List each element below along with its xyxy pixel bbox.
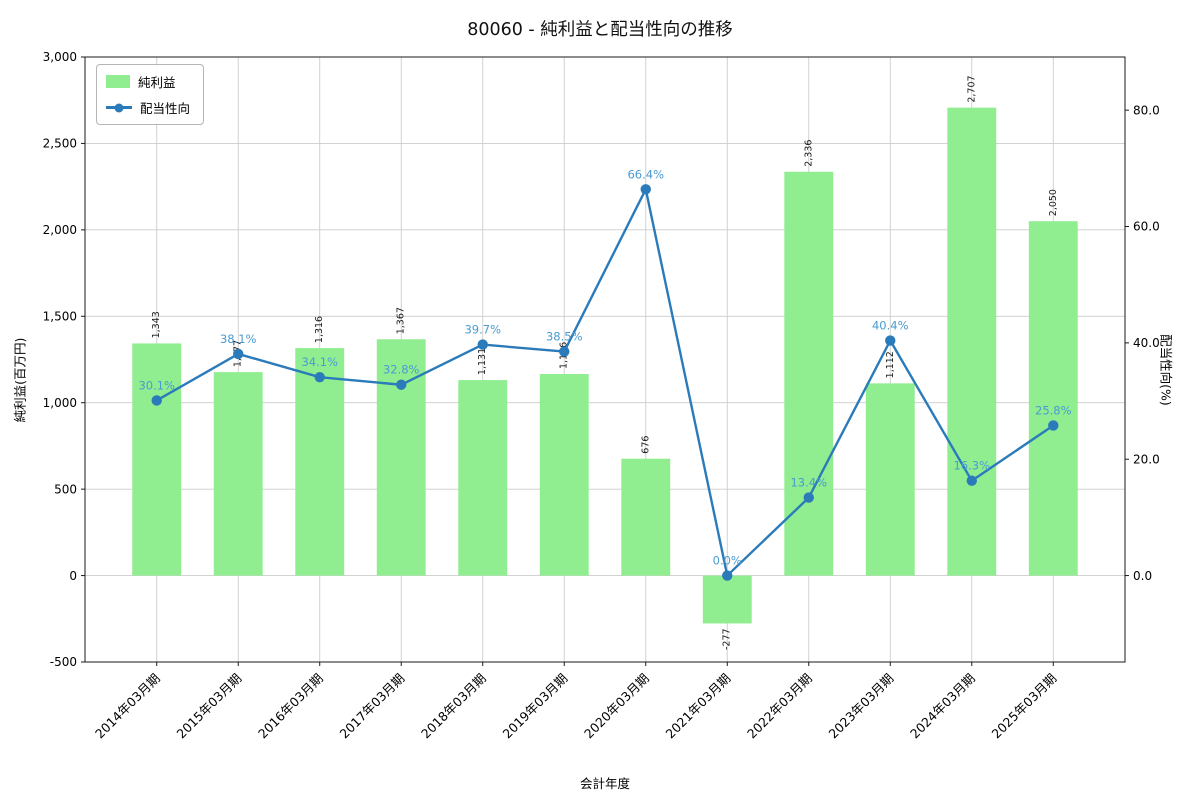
pct-label: 38.5% [546, 330, 583, 344]
x-tick-label: 2025年03月期 [989, 671, 1060, 742]
x-tick-label: 2024年03月期 [907, 671, 978, 742]
bar [539, 374, 589, 576]
legend-label-net-income: 純利益 [138, 75, 176, 90]
pct-label: 40.4% [872, 319, 909, 333]
bar [1028, 221, 1078, 576]
line-marker [396, 379, 407, 390]
bar [295, 348, 345, 576]
line-marker [1048, 420, 1059, 431]
bar [947, 107, 997, 576]
left-tick-label: 1,500 [43, 309, 77, 323]
bar-value-label: 2,336 [803, 140, 814, 167]
bar-value-label: 1,131 [477, 348, 488, 375]
line-marker [885, 335, 896, 346]
x-tick-label: 2014年03月期 [92, 671, 163, 742]
x-tick-label: 2015年03月期 [173, 671, 244, 742]
left-tick-label: 2,000 [43, 223, 77, 237]
bar-value-label: 2,050 [1048, 189, 1059, 216]
line-marker [151, 395, 162, 406]
pct-label: 32.8% [383, 363, 420, 377]
bar-value-label: 1,343 [151, 311, 162, 338]
pct-label: 66.4% [627, 167, 664, 181]
right-tick-label: 80.0 [1133, 103, 1160, 117]
pct-label: 13.4% [790, 476, 827, 490]
x-axis-title: 会計年度 [579, 776, 631, 791]
line-marker [640, 184, 651, 195]
legend-label-payout-ratio: 配当性向 [140, 101, 191, 116]
x-tick-label: 2021年03月期 [663, 671, 734, 742]
bar [621, 458, 671, 576]
line-marker [314, 371, 325, 383]
pct-label: 25.8% [1035, 403, 1072, 417]
legend-line-swatch [106, 103, 132, 112]
right-tick-label: 0.0 [1133, 569, 1152, 583]
bar-value-label: 676 [640, 436, 651, 454]
line-marker [722, 570, 733, 581]
left-tick-label: -500 [50, 655, 77, 669]
x-tick-label: 2023年03月期 [826, 671, 897, 742]
left-tick-label: 500 [54, 482, 77, 496]
right-tick-label: 40.0 [1133, 336, 1160, 350]
bar [132, 343, 182, 576]
x-tick-label: 2017年03月期 [336, 671, 407, 742]
bar [458, 380, 508, 576]
left-axis-title: 純利益(百万円) [12, 337, 28, 423]
x-tick-label: 2020年03月期 [581, 671, 652, 742]
line-marker [477, 339, 488, 350]
pct-label: 0.0% [713, 554, 742, 568]
bar-value-label: -277 [722, 628, 733, 650]
pct-label: 30.1% [138, 378, 175, 392]
pct-label: 38.1% [220, 332, 257, 346]
bar [865, 383, 915, 576]
line-marker [966, 475, 977, 486]
bar [784, 171, 834, 576]
legend-line-marker-icon [114, 103, 124, 112]
left-tick-label: 2,500 [43, 137, 77, 151]
left-tick-label: 0 [69, 569, 77, 583]
bar [376, 339, 426, 576]
x-tick-label: 2022年03月期 [744, 671, 815, 742]
line-marker [803, 492, 814, 503]
plot-border [84, 56, 1126, 663]
line-marker [233, 348, 244, 360]
right-tick-label: 20.0 [1133, 452, 1160, 466]
legend-bar-swatch [106, 75, 130, 88]
x-tick-label: 2019年03月期 [500, 671, 571, 742]
left-tick-label: 1,000 [43, 396, 77, 410]
line-marker [559, 346, 570, 357]
bar [213, 372, 263, 576]
right-tick-label: 60.0 [1133, 220, 1160, 234]
bar-value-label: 1,112 [885, 351, 896, 378]
bar [702, 575, 752, 624]
left-tick-label: 3,000 [43, 50, 77, 64]
chart-title: 80060 - 純利益と配当性向の推移 [467, 20, 733, 40]
pct-label: 16.3% [953, 459, 990, 473]
x-tick-label: 2018年03月期 [418, 671, 489, 742]
pct-label: 39.7% [464, 323, 501, 337]
bar-value-label: 2,707 [966, 75, 977, 102]
legend-item-payout-ratio: 配当性向 [106, 98, 190, 117]
x-tick-label: 2016年03月期 [255, 671, 326, 742]
right-axis-title: 配当性向(%) [1158, 334, 1174, 406]
legend: 純利益 配当性向 [96, 64, 205, 125]
bar-value-label: 1,367 [396, 307, 407, 334]
bar-value-label: 1,316 [314, 316, 325, 343]
legend-item-net-income: 純利益 [106, 72, 190, 91]
payout-line [156, 188, 1054, 577]
pct-label: 34.1% [301, 355, 338, 369]
